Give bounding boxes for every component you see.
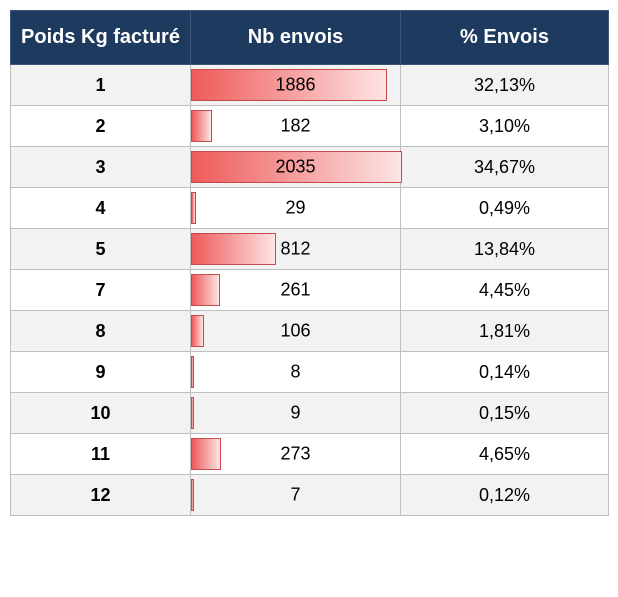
cell-nb: 273 [191,434,401,475]
bar-label: 261 [280,280,310,301]
cell-nb: 812 [191,229,401,270]
cell-weight: 12 [11,475,191,516]
bar-fill [191,233,276,265]
shipments-table: Poids Kg facturé Nb envois % Envois 1188… [10,10,609,516]
bar-fill [191,274,220,306]
cell-nb: 1886 [191,65,401,106]
cell-nb: 9 [191,393,401,434]
bar-label: 29 [285,198,305,219]
cell-weight: 2 [11,106,191,147]
cell-nb: 7 [191,475,401,516]
table-row: 9 8 0,14% [11,352,609,393]
cell-weight: 5 [11,229,191,270]
table-row: 11 273 4,65% [11,434,609,475]
table-body: 1188632,13%21823,10%3203534,67%4290,49%5… [11,65,609,516]
cell-pct: 4,65% [401,434,609,475]
cell-pct: 0,49% [401,188,609,229]
cell-pct: 0,12% [401,475,609,516]
table-header: Poids Kg facturé Nb envois % Envois [11,11,609,65]
cell-pct: 4,45% [401,270,609,311]
table-row: 5 812 13,84% [11,229,609,270]
cell-nb: 261 [191,270,401,311]
bar-fill [191,192,196,224]
cell-weight: 7 [11,270,191,311]
cell-pct: 0,14% [401,352,609,393]
table-row: 7 261 4,45% [11,270,609,311]
table-row: 10 9 0,15% [11,393,609,434]
cell-nb: 2035 [191,147,401,188]
cell-nb: 29 [191,188,401,229]
bar-label: 7 [290,485,300,506]
cell-pct: 1,81% [401,311,609,352]
cell-weight: 1 [11,65,191,106]
cell-nb: 8 [191,352,401,393]
table-row: 4 29 0,49% [11,188,609,229]
bar-label: 182 [280,116,310,137]
cell-nb: 182 [191,106,401,147]
bar-fill [191,438,221,470]
bar-label: 2035 [275,157,315,178]
col-header-weight: Poids Kg facturé [11,11,191,65]
cell-weight: 11 [11,434,191,475]
bar-label: 1886 [275,75,315,96]
bar-label: 812 [280,239,310,260]
cell-pct: 3,10% [401,106,609,147]
table-row: 2 182 3,10% [11,106,609,147]
cell-weight: 9 [11,352,191,393]
table-row: 1 1886 32,13% [11,65,609,106]
col-header-pct: % Envois [401,11,609,65]
cell-pct: 13,84% [401,229,609,270]
table-row: 12 7 0,12% [11,475,609,516]
cell-pct: 0,15% [401,393,609,434]
cell-pct: 34,67% [401,147,609,188]
cell-weight: 3 [11,147,191,188]
cell-weight: 10 [11,393,191,434]
table-row: 3 2035 34,67% [11,147,609,188]
bar-fill [191,356,194,388]
cell-nb: 106 [191,311,401,352]
bar-fill [191,479,194,511]
cell-pct: 32,13% [401,65,609,106]
bar-label: 106 [280,321,310,342]
cell-weight: 4 [11,188,191,229]
bar-fill [191,110,212,142]
bar-fill [191,397,194,429]
cell-weight: 8 [11,311,191,352]
bar-fill [191,315,204,347]
bar-label: 9 [290,403,300,424]
bar-label: 8 [290,362,300,383]
bar-label: 273 [280,444,310,465]
table-row: 8 106 1,81% [11,311,609,352]
col-header-nb: Nb envois [191,11,401,65]
